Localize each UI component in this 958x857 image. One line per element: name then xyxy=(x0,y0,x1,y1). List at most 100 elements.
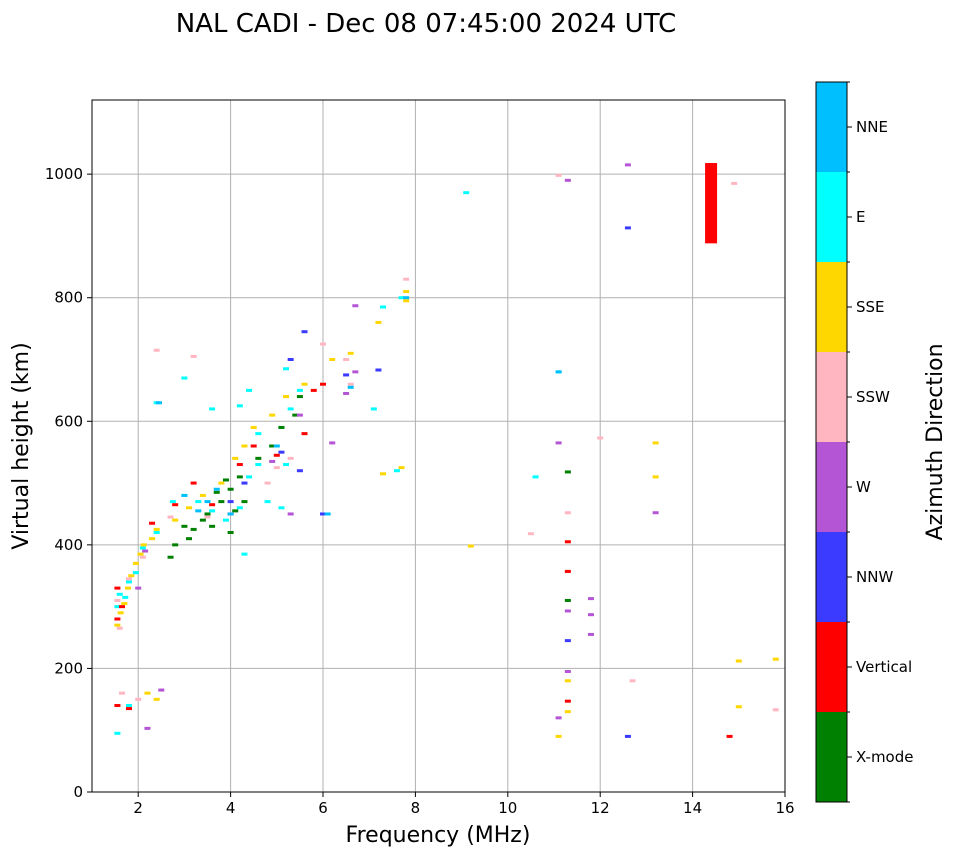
data-point-nne xyxy=(227,512,234,516)
data-point-e xyxy=(122,595,129,599)
data-point-w xyxy=(624,163,631,167)
data-point-ssw xyxy=(153,348,160,352)
data-point-ssw xyxy=(116,626,123,630)
data-point-vertical xyxy=(320,382,326,386)
x-axis: 2 4 6 8 10 12 14 16 xyxy=(133,792,795,817)
colorbar-swatch-sse xyxy=(816,262,847,352)
data-point-e xyxy=(283,463,290,467)
data-point-nne xyxy=(403,296,410,300)
data-point-e xyxy=(236,404,243,408)
data-point-sse xyxy=(172,518,179,522)
data-point-w xyxy=(158,688,165,692)
data-point-sse xyxy=(250,425,257,429)
data-point-w xyxy=(343,391,350,395)
data-point-e xyxy=(125,580,132,584)
data-point-ssw xyxy=(264,481,271,485)
data-point-sse xyxy=(144,691,151,695)
data-point-nnw xyxy=(227,500,234,504)
data-point-ssw xyxy=(320,342,326,346)
data-point-nnw xyxy=(241,481,248,485)
data-point-ssw xyxy=(347,382,354,386)
data-point-e xyxy=(532,475,539,479)
data-point-e xyxy=(132,571,139,575)
data-point-nnw xyxy=(624,734,631,738)
data-point-e xyxy=(283,367,290,371)
data-point-x-mode xyxy=(564,470,571,474)
data-point-nnw xyxy=(320,512,326,516)
data-point-x-mode xyxy=(269,444,276,448)
data-point-sse xyxy=(564,679,571,683)
data-point-vertical xyxy=(564,540,571,544)
data-point-nnw xyxy=(564,639,571,643)
y-tick-label: 800 xyxy=(54,289,83,307)
data-point-vertical xyxy=(172,503,179,507)
data-point-e xyxy=(114,731,121,735)
data-point-e xyxy=(393,469,400,473)
data-point-sse xyxy=(735,705,742,709)
data-point-e xyxy=(296,388,303,392)
colorbar-label-ssw: SSW xyxy=(856,388,890,406)
colorbar-label: Azimuth Direction xyxy=(923,343,948,540)
data-point-ssw xyxy=(731,181,738,185)
data-point-w xyxy=(652,511,659,515)
data-point-sse xyxy=(403,290,410,294)
grid-lines xyxy=(92,100,785,792)
data-point-sse xyxy=(140,543,147,547)
data-point-sse xyxy=(128,574,135,578)
data-point-ssw xyxy=(119,691,126,695)
data-point-sse xyxy=(564,710,571,714)
data-point-e xyxy=(241,552,248,556)
data-point-x-mode xyxy=(564,598,571,602)
data-point-w xyxy=(135,586,142,590)
data-point-vertical xyxy=(250,444,257,448)
data-point-nne xyxy=(555,370,562,374)
data-point-ssw xyxy=(139,555,146,559)
data-point-w xyxy=(352,304,359,308)
data-point-ssw xyxy=(629,679,636,683)
data-point-e xyxy=(209,509,216,513)
colorbar-label-nnw: NNW xyxy=(856,568,893,586)
data-point-vertical xyxy=(114,617,121,621)
colorbar-label-vertical: Vertical xyxy=(856,658,912,676)
data-point-sse xyxy=(735,659,742,663)
colorbar-label-sse: SSE xyxy=(856,298,885,316)
colorbar-swatch-nnw xyxy=(816,532,847,622)
data-point-nnw xyxy=(296,469,303,473)
data-point-vertical xyxy=(149,521,156,525)
data-point-e xyxy=(222,518,229,522)
data-point-e xyxy=(114,605,121,609)
x-tick-label: 14 xyxy=(683,799,702,817)
data-point-sse xyxy=(283,395,290,399)
data-bar-vertical xyxy=(705,163,718,244)
data-point-nnw xyxy=(343,373,350,377)
data-point-e xyxy=(169,500,176,504)
data-point-e xyxy=(264,500,271,504)
data-point-sse xyxy=(772,657,779,661)
colorbar-label-nne: NNE xyxy=(856,118,888,136)
data-point-ssw xyxy=(527,532,534,536)
data-point-x-mode xyxy=(222,478,229,482)
data-point-nne xyxy=(213,487,220,491)
colorbar-label-e: E xyxy=(856,208,865,226)
data-point-e xyxy=(181,376,188,380)
data-point-ssw xyxy=(273,466,280,470)
data-point-w xyxy=(269,459,276,463)
data-point-ssw xyxy=(772,708,779,712)
colorbar-swatch-w xyxy=(816,442,847,532)
data-point-vertical xyxy=(209,503,216,507)
data-point-ssw xyxy=(190,354,197,358)
data-point-sse xyxy=(375,320,382,324)
data-point-sse xyxy=(114,623,121,627)
x-tick-label: 4 xyxy=(226,799,236,817)
colorbar-swatch-ssw xyxy=(816,352,847,442)
chart-title: NAL CADI - Dec 08 07:45:00 2024 UTC xyxy=(176,9,676,39)
x-tick-label: 8 xyxy=(411,799,421,817)
colorbar-swatch-nne xyxy=(816,82,847,172)
data-point-sse xyxy=(269,413,276,417)
data-point-x-mode xyxy=(255,456,262,460)
data-point-sse xyxy=(132,561,139,565)
data-point-vertical xyxy=(564,699,571,703)
data-point-x-mode xyxy=(199,518,206,522)
data-point-sse xyxy=(117,611,124,615)
data-point-sse xyxy=(652,475,659,479)
